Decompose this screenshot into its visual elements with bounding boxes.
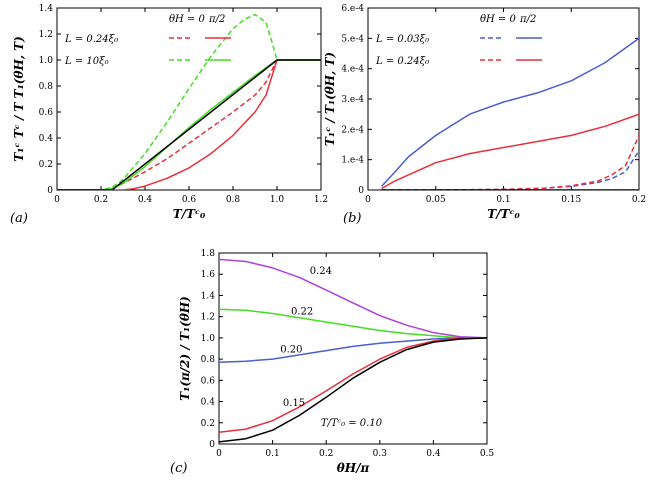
- y-tick-label: 0.2: [39, 160, 53, 170]
- curve-label-3: 0.15: [283, 398, 305, 409]
- panel-a: 0 0.2 0.4 0.6 0.8 1.0 1.2 0 0.2 0.4 0.6 0.8 1.0 1.2 1.…: [10, 4, 328, 226]
- series-line-1: [219, 308, 487, 339]
- y-tick-label: 1.2: [201, 313, 215, 323]
- legend-header-theta0: θH = 0: [169, 14, 205, 25]
- x-tick-label: 0.15: [561, 195, 581, 205]
- legend: θH = 0 π/2 L = 0.03ξ₀ L = 0.24ξ₀: [375, 14, 542, 67]
- panel-label: (b): [343, 211, 361, 226]
- series-group: [219, 258, 487, 443]
- x-tick-label: 0: [365, 195, 371, 205]
- legend-header-theta0: θH = 0: [480, 14, 516, 25]
- series-line-0: [219, 258, 487, 339]
- y-tick-label: 0: [209, 440, 215, 450]
- y-axis-label: T₁ᶜ / T₁(θH, T): [323, 52, 337, 146]
- x-tick-label: 1.2: [314, 195, 328, 205]
- legend-header-pi2: π/2: [519, 14, 536, 25]
- y-tick-label: 4.e-4: [341, 65, 364, 75]
- panel-label: (a): [10, 211, 28, 226]
- x-tick-label: 0.2: [94, 195, 108, 205]
- panel-c: 0 0.1 0.2 0.3 0.4 0.5 0 0.2 0.4 0.6 0.8 1.0 1.2 1.4 1.…: [170, 249, 494, 476]
- series-group: [57, 13, 321, 190]
- series-line-3: [381, 113, 639, 190]
- y-tick-label: 1.0: [201, 334, 216, 344]
- x-tick-label: 0.3: [373, 449, 388, 459]
- y-tick-label: 0.2: [201, 419, 215, 429]
- series-line-0: [57, 59, 321, 190]
- y-tick-label: 0.6: [39, 108, 54, 118]
- x-tick-label: 0.4: [426, 449, 441, 459]
- x-axis-label: T/Tᶜ₀: [487, 207, 520, 221]
- plot-frame: [218, 252, 488, 445]
- series-line-2: [57, 13, 321, 190]
- y-tick-label: 0.8: [201, 355, 216, 365]
- y-tick-label: 1.e-4: [341, 156, 364, 166]
- y-axis-label: T₁ᶜ Tᶜ / T T₁(θH, T): [12, 36, 26, 162]
- y-tick-label: 0.8: [39, 82, 54, 92]
- y-tick-label: 3.e-4: [341, 95, 364, 105]
- y-tick-label: 1.0: [39, 56, 54, 66]
- x-tick-label: 0.2: [632, 195, 646, 205]
- x-axis-label: T/Tᶜ₀: [173, 207, 206, 221]
- curve-label-1: 0.22: [291, 307, 313, 318]
- x-tick-label: 0.4: [138, 195, 153, 205]
- x-tick-label: 1.0: [270, 195, 285, 205]
- y-tick-label: 6.e-4: [341, 4, 364, 14]
- series-line-2: [219, 337, 487, 364]
- y-tick-label: 5.e-4: [341, 34, 364, 44]
- x-tick-label: 0: [54, 195, 60, 205]
- y-tick-label: 0.4: [39, 134, 54, 144]
- curve-label-4: T/Tᶜ₀ = 0.10: [321, 418, 383, 429]
- y-tick-label: 1.4: [201, 291, 216, 301]
- legend-row-label: L = 0.03ξ₀: [375, 34, 429, 45]
- panel-b: 0 0.05 0.1 0.15 0.2 0 1.e-4 2.e-4 3.e-4 4.e-4 5.e-…: [323, 4, 646, 226]
- y-tick-label: 0.4: [201, 398, 216, 408]
- x-tick-label: 0.2: [319, 449, 333, 459]
- legend-header-pi2: π/2: [208, 14, 225, 25]
- x-tick-label: 0.8: [226, 195, 241, 205]
- curve-label-0: 0.24: [310, 266, 332, 277]
- y-tick-label: 2.e-4: [341, 125, 364, 135]
- series-line-1: [381, 37, 639, 187]
- series-group: [381, 37, 639, 190]
- x-tick-label: 0.1: [496, 195, 510, 205]
- legend: θH = 0 π/2 L = 0.24ξ₀ L = 10ξ₀: [64, 14, 231, 67]
- y-axis-label: T₁(π/2) / T₁(θH): [178, 296, 192, 401]
- legend-row-label: L = 0.24ξ₀: [375, 56, 429, 67]
- y-tick-label: 0: [358, 186, 364, 196]
- series-line-3: [57, 59, 321, 190]
- y-tick-label: 1.4: [39, 4, 54, 14]
- y-tick-label: 0: [47, 186, 53, 196]
- legend-row-label: L = 10ξ₀: [64, 56, 109, 67]
- curve-label-2: 0.20: [280, 345, 302, 356]
- x-tick-label: 0.6: [182, 195, 197, 205]
- series-line-4: [57, 59, 321, 190]
- series-line-4: [219, 337, 487, 443]
- x-tick-label: 0.05: [426, 195, 446, 205]
- y-tick-label: 1.8: [201, 249, 216, 259]
- series-line-3: [219, 337, 487, 434]
- y-tick-label: 1.6: [201, 270, 216, 280]
- x-tick-label: 0.5: [480, 449, 495, 459]
- x-tick-label: 0: [216, 449, 222, 459]
- y-tick-label: 0.6: [201, 376, 216, 386]
- x-axis-label: θH/π: [337, 461, 370, 475]
- panel-label: (c): [170, 461, 187, 476]
- y-tick-label: 1.2: [39, 30, 53, 40]
- series-line-1: [57, 59, 321, 190]
- x-tick-label: 0.1: [265, 449, 279, 459]
- legend-row-label: L = 0.24ξ₀: [64, 34, 118, 45]
